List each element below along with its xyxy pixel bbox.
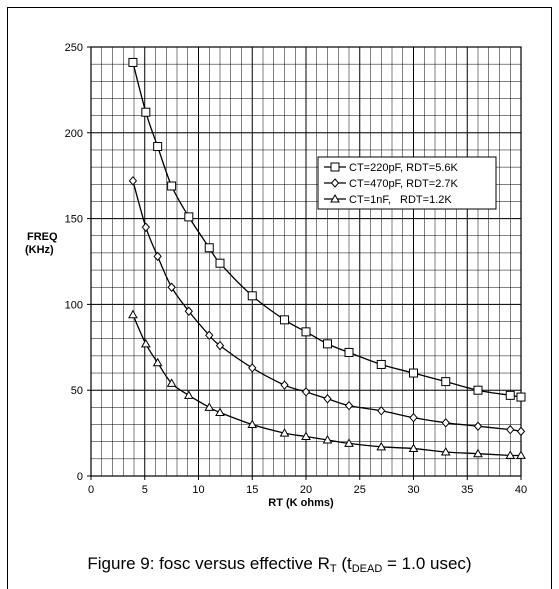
data-point (153, 251, 162, 262)
data-point (344, 438, 354, 447)
data-point (441, 377, 451, 387)
x-tick-label: 10 (192, 484, 204, 496)
data-point (376, 359, 386, 369)
y-axis-label-line-1: FREQ (27, 231, 58, 243)
legend-marker (330, 162, 340, 172)
data-point (301, 387, 311, 397)
data-point (279, 428, 290, 437)
legend-box (317, 156, 497, 210)
data-point (140, 338, 151, 348)
legend-item: CT=1nF, RDT=1.2K (324, 193, 452, 206)
y-tick-label: 100 (65, 299, 83, 311)
y-axis-ticks: 0 50 100 150 200 250 (65, 42, 91, 483)
data-point (516, 450, 526, 459)
data-point (323, 339, 332, 349)
x-axis-label: RT (K ohms) (268, 497, 334, 509)
data-point (440, 446, 451, 456)
data-point (184, 306, 193, 317)
data-point (505, 390, 515, 400)
data-point (344, 400, 354, 411)
x-tick-label: 30 (407, 484, 419, 496)
data-point (473, 385, 483, 395)
x-tick-label: 25 (354, 484, 366, 496)
series-square (128, 57, 526, 402)
legend-item: CT=220pF, RDT=5.6K (324, 162, 458, 174)
series-group (128, 57, 526, 459)
data-point (280, 315, 289, 325)
data-point (167, 181, 177, 191)
data-point (128, 57, 138, 67)
x-tick-label: 5 (142, 484, 148, 496)
legend-marker (330, 178, 340, 188)
data-point (166, 378, 177, 387)
data-point (247, 291, 257, 301)
data-point (441, 418, 450, 428)
data-point (322, 434, 333, 444)
figure-caption: Figure 9: fosc versus effective RT (tDEA… (0, 554, 559, 575)
legend-marker (330, 193, 340, 203)
legend-label: CT=1nF, RDT=1.2K (349, 194, 452, 206)
x-tick-label: 35 (461, 484, 473, 496)
data-point (247, 419, 258, 429)
y-tick-label: 50 (71, 385, 83, 397)
x-axis-ticks: 0 5 10 15 20 25 30 35 40 (88, 476, 527, 496)
data-point (506, 424, 515, 435)
legend: CT=220pF, RDT=5.6K CT=470pF, RDT=2.7K CT=1… (317, 156, 497, 210)
data-point (473, 421, 483, 431)
data-point (183, 390, 194, 399)
data-point (205, 330, 214, 341)
x-tick-label: 40 (515, 484, 527, 496)
data-point (184, 212, 194, 222)
data-point (153, 142, 163, 152)
caption-subscript-dead: DEAD (351, 563, 383, 575)
y-axis-label-line-2: (KHz) (25, 244, 54, 256)
data-point (152, 357, 163, 367)
caption-prefix: Figure 9: fosc versus effective R (87, 554, 330, 573)
figure-frame (7, 7, 552, 589)
data-point (376, 441, 387, 451)
data-point (408, 443, 419, 453)
data-point (215, 407, 225, 417)
data-point (215, 258, 225, 268)
series-line (132, 314, 522, 457)
data-point (409, 368, 418, 378)
data-point (409, 412, 418, 423)
data-point (323, 394, 332, 404)
data-point (248, 363, 257, 373)
data-point (167, 282, 176, 292)
y-tick-label: 150 (65, 214, 83, 226)
data-point (473, 448, 483, 458)
data-point (141, 222, 150, 232)
data-point (215, 340, 225, 351)
legend-label: CT=470pF, RDT=2.7K (349, 178, 458, 190)
data-point (128, 176, 138, 186)
data-point (280, 380, 289, 390)
x-tick-label: 20 (300, 484, 312, 496)
chart: 0 5 10 15 20 25 30 35 40 0 50 100 150 200 250 CT=220p… (25, 42, 527, 509)
y-tick-label: 200 (65, 128, 83, 140)
caption-suffix: = 1.0 usec) (382, 554, 472, 573)
legend-item: CT=470pF, RDT=2.7K (324, 178, 458, 190)
data-point (141, 107, 151, 117)
data-point (204, 243, 214, 253)
data-point (204, 402, 215, 411)
y-tick-label: 250 (65, 42, 83, 54)
data-point (301, 327, 311, 337)
data-point (516, 426, 526, 437)
data-point (377, 406, 386, 416)
caption-subscript-t: T (329, 563, 337, 575)
legend-label: CT=220pF, RDT=5.6K (349, 162, 458, 174)
x-tick-label: 0 (88, 484, 94, 496)
series-triangle (128, 309, 526, 459)
caption-middle: (t (336, 554, 352, 573)
x-tick-label: 15 (246, 484, 258, 496)
data-point (301, 431, 311, 441)
y-tick-label: 0 (77, 471, 83, 483)
data-point (344, 347, 354, 357)
data-point (505, 450, 516, 459)
data-point (128, 309, 138, 319)
data-point (516, 392, 526, 402)
series-diamond (128, 176, 526, 437)
